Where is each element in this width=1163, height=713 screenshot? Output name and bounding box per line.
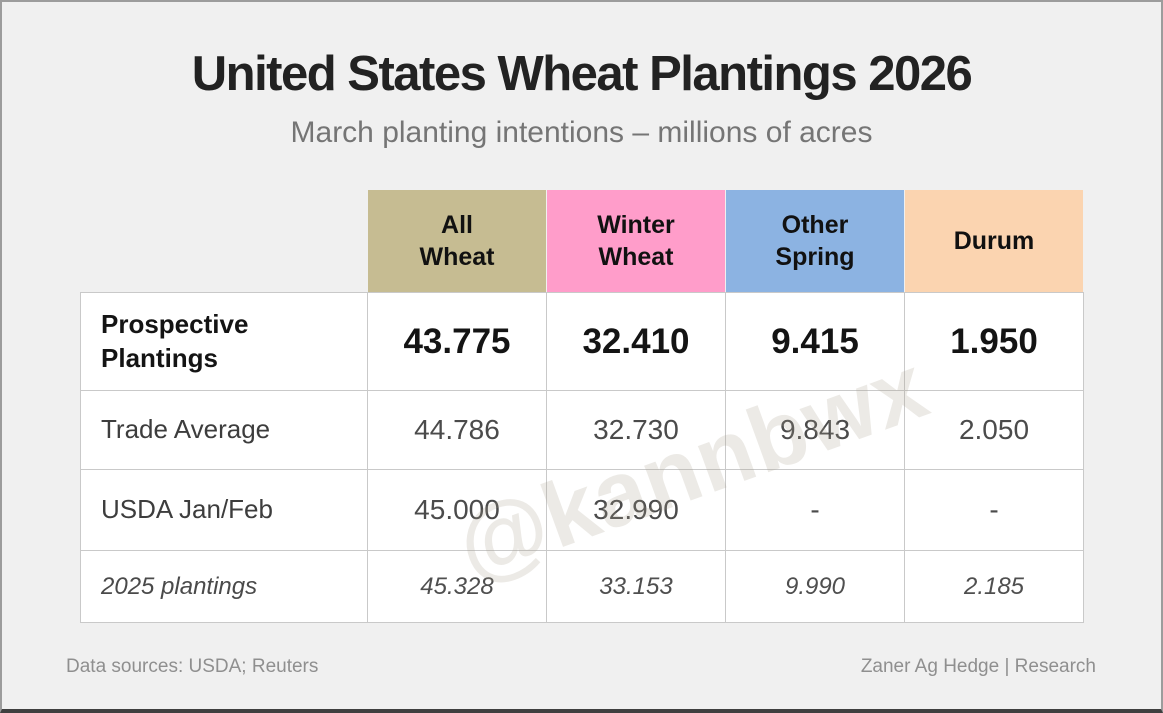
cell-prospective-other-spring: 9.415 (725, 292, 905, 391)
cell-prospective-winter-wheat: 32.410 (546, 292, 726, 391)
column-header-durum: Durum (904, 189, 1084, 293)
cell-2025-all-wheat: 45.328 (367, 550, 547, 623)
cell-2025-other-spring: 9.990 (725, 550, 905, 623)
cell-usda-winter-wheat: 32.990 (546, 469, 726, 551)
cell-trade-other-spring: 9.843 (725, 390, 905, 470)
corner-spacer (81, 190, 368, 293)
table-row-2025-plantings: 2025 plantings 45.328 33.153 9.990 2.185 (80, 550, 1084, 623)
cell-trade-all-wheat: 44.786 (367, 390, 547, 470)
wheat-plantings-table: All Wheat Winter Wheat Other Spring Duru… (80, 189, 1084, 623)
cell-usda-other-spring: - (725, 469, 905, 551)
column-header-other-spring: Other Spring (725, 189, 905, 293)
column-header-row: All Wheat Winter Wheat Other Spring Duru… (81, 189, 1084, 293)
footer-brand: Zaner Ag Hedge | Research (860, 656, 1096, 677)
cell-2025-winter-wheat: 33.153 (546, 550, 726, 623)
row-label-prospective-plantings: Prospective Plantings (80, 292, 368, 391)
page-title: United States Wheat Plantings 2026 (191, 47, 973, 101)
cell-usda-all-wheat: 45.000 (367, 469, 547, 551)
table-row-usda-jan-feb: USDA Jan/Feb 45.000 32.990 - - (80, 469, 1084, 551)
page-subtitle: March planting intentions – millions of … (290, 116, 873, 149)
row-label-2025-plantings: 2025 plantings (80, 550, 368, 623)
cell-prospective-all-wheat: 43.775 (367, 292, 547, 391)
footer-data-sources: Data sources: USDA; Reuters (66, 656, 319, 677)
row-label-usda-jan-feb: USDA Jan/Feb (80, 469, 368, 551)
column-header-winter-wheat: Winter Wheat (546, 189, 726, 293)
cell-usda-durum: - (904, 469, 1084, 551)
table-row-trade-average: Trade Average 44.786 32.730 9.843 2.050 (80, 390, 1084, 470)
column-header-all-wheat: All Wheat (367, 189, 547, 293)
cell-2025-durum: 2.185 (904, 550, 1084, 623)
row-label-trade-average: Trade Average (80, 390, 368, 470)
cell-trade-winter-wheat: 32.730 (546, 390, 726, 470)
cell-prospective-durum: 1.950 (904, 292, 1084, 391)
cell-trade-durum: 2.050 (904, 390, 1084, 470)
table-row-prospective-plantings: Prospective Plantings 43.775 32.410 9.41… (80, 292, 1084, 391)
